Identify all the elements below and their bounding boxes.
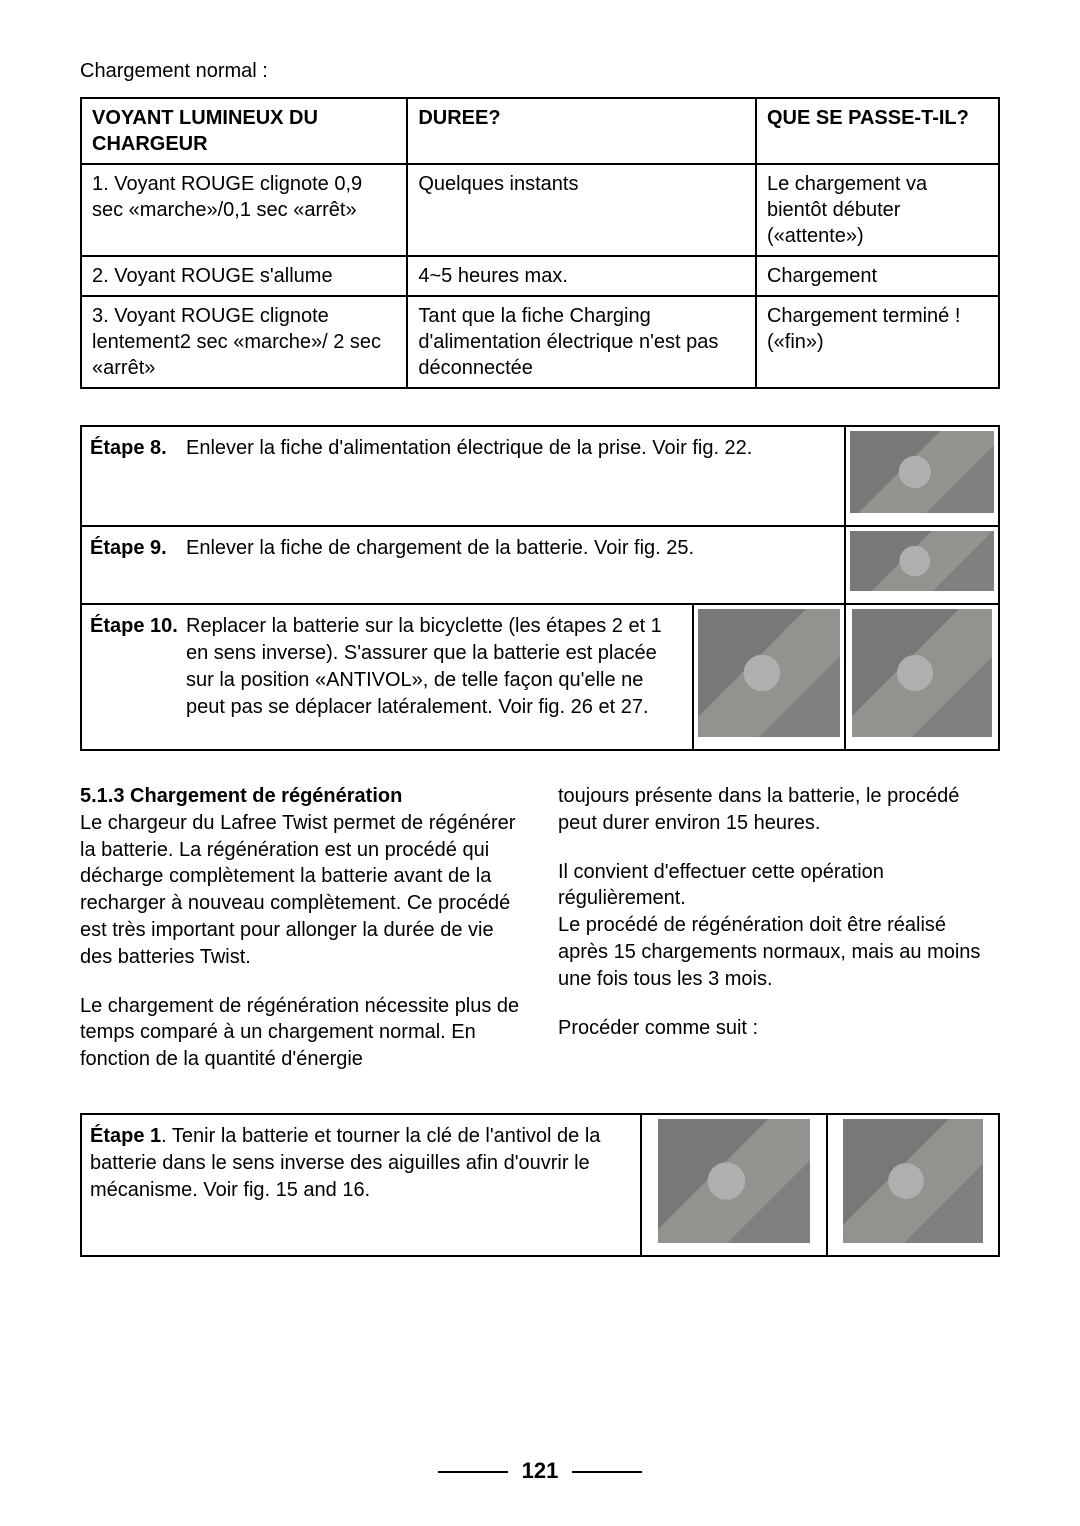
step-body: Enlever la fiche de chargement de la bat… — [186, 535, 836, 562]
step-body: . Tenir la batterie et tourner la clé de… — [90, 1125, 600, 1201]
charger-led-table: VOYANT LUMINEUX DU CHARGEUR DUREE? QUE S… — [80, 97, 1000, 389]
figure-25 — [850, 531, 994, 591]
step-row: Étape 10. Replacer la batterie sur la bi… — [81, 604, 999, 750]
regeneration-section: 5.1.3 Chargement de régénération Le char… — [80, 783, 1000, 1079]
step-row: Étape 9. Enlever la fiche de chargement … — [81, 526, 999, 604]
step-body: Enlever la fiche d'alimentation électriq… — [186, 435, 836, 462]
step-label: Étape 9. — [90, 535, 182, 562]
cell: 1. Voyant ROUGE clignote 0,9 sec «marche… — [81, 164, 407, 256]
cell: Quelques instants — [407, 164, 756, 256]
cell: Chargement — [756, 256, 999, 296]
table-row: 3. Voyant ROUGE clignote lentement2 sec … — [81, 296, 999, 388]
figure-27 — [852, 609, 992, 737]
subheading: 5.1.3 Chargement de régénération — [80, 785, 402, 807]
step-body: Replacer la batterie sur la bicyclette (… — [186, 613, 684, 721]
paragraph: toujours présente dans la batterie, le p… — [558, 783, 1000, 837]
cell: 2. Voyant ROUGE s'allume — [81, 256, 407, 296]
paragraph: Le chargement de régénération nécessite … — [80, 993, 522, 1073]
steps-table-a: Étape 8. Enlever la fiche d'alimentation… — [80, 425, 1000, 751]
th-duration: DUREE? — [407, 98, 756, 164]
figure-15 — [658, 1119, 810, 1243]
cell: 3. Voyant ROUGE clignote lentement2 sec … — [81, 296, 407, 388]
step-row: Étape 1. Tenir la batterie et tourner la… — [81, 1114, 999, 1256]
cell: 4~5 heures max. — [407, 256, 756, 296]
cell: Le chargement va bientôt débuter («atten… — [756, 164, 999, 256]
figure-22 — [850, 431, 994, 513]
cell: Tant que la fiche Charging d'alimentatio… — [407, 296, 756, 388]
figure-16 — [843, 1119, 983, 1243]
table-row: 1. Voyant ROUGE clignote 0,9 sec «marche… — [81, 164, 999, 256]
paragraph: Procéder comme suit : — [558, 1015, 1000, 1042]
th-led: VOYANT LUMINEUX DU CHARGEUR — [81, 98, 407, 164]
step-row: Étape 8. Enlever la fiche d'alimentation… — [81, 426, 999, 526]
step-label: Étape 8. — [90, 435, 182, 462]
intro-text: Chargement normal : — [80, 60, 1000, 83]
step-label: Étape 1 — [90, 1125, 161, 1147]
step-label: Étape 10. — [90, 613, 182, 640]
steps-table-b: Étape 1. Tenir la batterie et tourner la… — [80, 1113, 1000, 1257]
page-number: 121 — [0, 1458, 1080, 1484]
th-status: QUE SE PASSE-T-IL? — [756, 98, 999, 164]
paragraph: Le chargeur du Lafree Twist permet de ré… — [80, 812, 515, 968]
paragraph: Il convient d'effectuer cette opération … — [558, 859, 1000, 993]
table-row: 2. Voyant ROUGE s'allume 4~5 heures max.… — [81, 256, 999, 296]
figure-26 — [698, 609, 840, 737]
cell: Chargement terminé ! («fin») — [756, 296, 999, 388]
